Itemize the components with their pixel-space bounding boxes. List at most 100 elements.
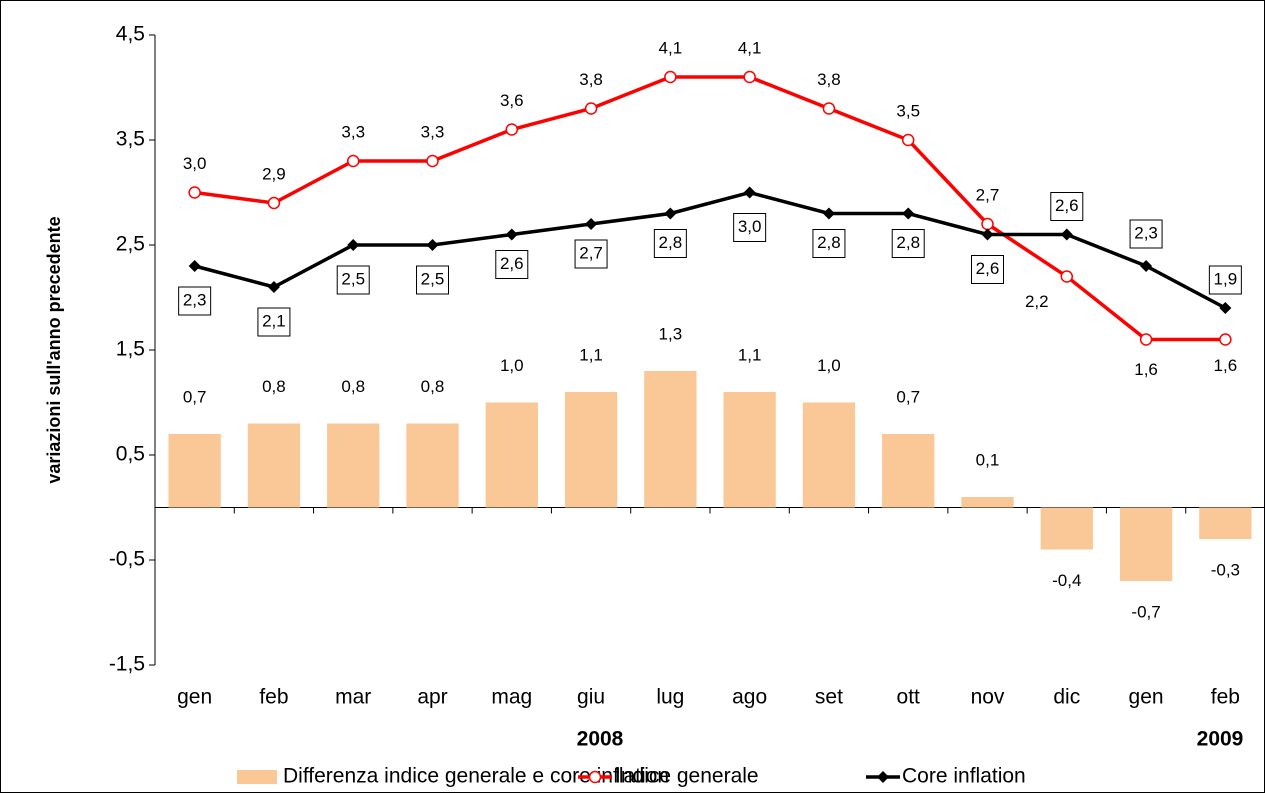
line-value-label: 3,6	[500, 91, 524, 110]
x-tick-label: feb	[259, 686, 288, 709]
line-value-label: 2,8	[896, 233, 920, 252]
bar-value-label: -0,3	[1211, 560, 1240, 579]
bar-value-label: 0,1	[976, 450, 1000, 469]
line-value-label: 2,8	[817, 233, 841, 252]
line-value-label: 2,2	[1025, 292, 1049, 311]
bar-value-label: 1,1	[579, 345, 603, 364]
x-tick-label: ago	[732, 686, 767, 709]
marker	[743, 70, 756, 84]
marker	[505, 228, 518, 241]
label-box	[812, 229, 846, 258]
line-value-label: 1,9	[1214, 269, 1238, 288]
bar	[1199, 507, 1252, 539]
label-box	[495, 250, 529, 279]
legend-label: Core inflation	[902, 765, 1026, 788]
x-tick-label: mar	[335, 686, 371, 709]
marker	[1139, 333, 1153, 346]
bar-value-label: 1,1	[738, 345, 762, 364]
x-tick-label: lug	[656, 686, 684, 709]
legend-marker	[588, 770, 602, 784]
line	[194, 190, 1227, 310]
line-value-label: 2,7	[579, 243, 603, 262]
x-tick-label: giu	[577, 686, 605, 709]
y-tick-label: 3,5	[116, 128, 145, 151]
marker	[1219, 302, 1232, 314]
marker	[1219, 333, 1232, 346]
bar-value-label: 0,7	[183, 387, 207, 406]
bar	[644, 371, 697, 508]
marker	[188, 186, 201, 199]
line-value-label: 2,5	[341, 269, 365, 288]
line-value-label: 1,6	[1214, 356, 1238, 375]
bar	[1040, 507, 1093, 550]
marker	[426, 239, 439, 251]
x-tick-label: dic	[1053, 686, 1080, 709]
x-tick-label: set	[815, 686, 843, 709]
marker	[188, 260, 201, 272]
marker	[505, 123, 519, 136]
line-value-label: 4,1	[738, 38, 762, 57]
legend-swatch	[237, 770, 277, 784]
bar	[802, 402, 856, 508]
bar	[168, 434, 221, 508]
marker	[585, 218, 598, 230]
line-value-label: 2,6	[500, 254, 524, 273]
y-tick-label: 4,5	[116, 23, 145, 46]
marker	[267, 196, 281, 210]
bar	[961, 497, 1014, 508]
y-tick-label: 2,5	[116, 233, 145, 256]
y-tick-label: -0,5	[109, 548, 145, 571]
marker	[1140, 260, 1153, 272]
x-tick-label: apr	[417, 686, 447, 709]
bar-value-label: 0,8	[421, 377, 445, 396]
bar-value-label: 0,8	[262, 377, 286, 396]
marker	[822, 102, 836, 115]
line-value-label: 3,0	[183, 154, 207, 173]
y-tick-label: 0,5	[116, 443, 145, 466]
bar-value-label: 0,7	[896, 387, 920, 406]
legend-label: Indice generale	[615, 765, 759, 788]
bar	[485, 402, 538, 508]
label-box	[178, 286, 212, 316]
label-box	[1208, 265, 1242, 295]
bar	[327, 423, 380, 508]
bar	[406, 423, 459, 508]
bar	[882, 434, 935, 508]
line-value-label: 3,0	[738, 217, 762, 236]
bar-value-label: -0,7	[1131, 602, 1160, 621]
marker	[664, 207, 677, 220]
line-value-label: 3,8	[579, 70, 603, 89]
marker	[1060, 270, 1074, 283]
line-value-label: 2,3	[1134, 223, 1158, 242]
bar	[723, 392, 776, 508]
x-tick-label: ott	[897, 686, 921, 709]
line-value-label: 2,6	[1055, 196, 1079, 215]
bar-value-label: 1,0	[500, 356, 524, 375]
line-value-label: 2,6	[976, 259, 1000, 278]
bar-value-label: 1,3	[659, 324, 683, 343]
label-box	[336, 265, 370, 295]
line-value-label: 3,8	[817, 70, 841, 89]
label-box	[891, 229, 925, 258]
label-box	[971, 255, 1004, 284]
year-label: 2009	[1197, 728, 1244, 751]
marker	[902, 207, 915, 220]
line-value-label: 3,3	[341, 122, 365, 141]
legend-marker	[877, 771, 889, 783]
line-value-label: 2,8	[659, 233, 683, 252]
x-tick-label: gen	[177, 686, 212, 709]
x-tick-label: mag	[491, 686, 532, 709]
year-label: 2008	[577, 728, 624, 751]
line-value-label: 2,1	[262, 311, 286, 330]
line-value-label: 3,5	[896, 101, 920, 120]
label-box	[733, 213, 767, 242]
y-axis-label: variazioni sull'anno precedente	[44, 216, 64, 483]
marker	[822, 207, 835, 220]
marker	[901, 133, 915, 147]
marker	[347, 239, 360, 251]
bar-value-label: 1,0	[817, 356, 841, 375]
marker	[981, 228, 994, 241]
marker	[981, 217, 994, 231]
marker	[267, 281, 280, 293]
